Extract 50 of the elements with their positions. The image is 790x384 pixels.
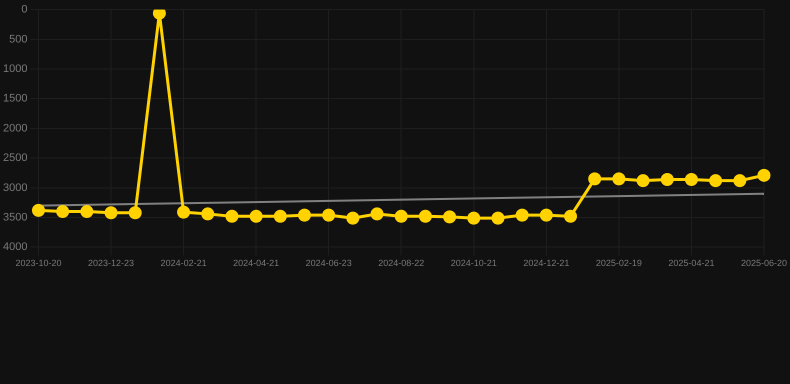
x-tick-label: 2024-08-22: [378, 258, 424, 268]
point: [636, 174, 650, 188]
point: [540, 208, 553, 222]
point: [660, 172, 674, 186]
x-tick-label: 2024-02-21: [160, 258, 207, 268]
point: [612, 172, 626, 186]
point: [564, 210, 578, 223]
point: [80, 205, 94, 218]
x-tick-label: 2025-06-20: [740, 258, 788, 268]
y-tick-label: 1500: [2, 92, 28, 105]
point: [177, 206, 190, 219]
x-tick-label: 2024-04-21: [233, 258, 280, 268]
y-tick-label: 2000: [2, 122, 28, 134]
point: [588, 172, 602, 186]
x-tick-label: 2025-04-21: [668, 258, 714, 268]
point: [394, 210, 408, 223]
x-tick-label: 2024-06-23: [306, 258, 352, 268]
y-tick-label: 500: [9, 33, 28, 46]
point: [491, 212, 504, 225]
point: [346, 212, 360, 225]
point: [443, 210, 456, 224]
point: [274, 210, 287, 223]
point: [152, 10, 166, 20]
point: [56, 205, 70, 218]
x-tick-label: 2024-12-21: [523, 258, 570, 268]
y-tick-label: 3500: [2, 212, 28, 224]
point: [709, 174, 722, 188]
x-tick-label: 2024-10-21: [450, 258, 497, 268]
point: [467, 212, 480, 225]
y-tick-label: 4000: [2, 241, 28, 254]
x-tick-label: 2025-02-19: [596, 258, 642, 268]
point: [322, 208, 336, 222]
point: [757, 168, 770, 182]
point: [418, 210, 432, 223]
point: [684, 172, 698, 186]
x-tick-label: 2023-12-23: [88, 258, 134, 268]
point: [516, 208, 529, 222]
x-tick-label: 2023-10-20: [15, 258, 62, 268]
y-tick-label: 3000: [2, 182, 28, 194]
y-tick-label: 2500: [2, 152, 28, 164]
point: [370, 207, 384, 220]
point: [250, 210, 263, 223]
point: [128, 206, 142, 220]
point: [201, 207, 214, 220]
point: [104, 206, 118, 220]
point: [733, 174, 746, 188]
y-tick-label: 0: [21, 4, 28, 16]
point: [225, 210, 238, 223]
y-tick-label: 1000: [2, 63, 28, 76]
point: [298, 208, 311, 222]
